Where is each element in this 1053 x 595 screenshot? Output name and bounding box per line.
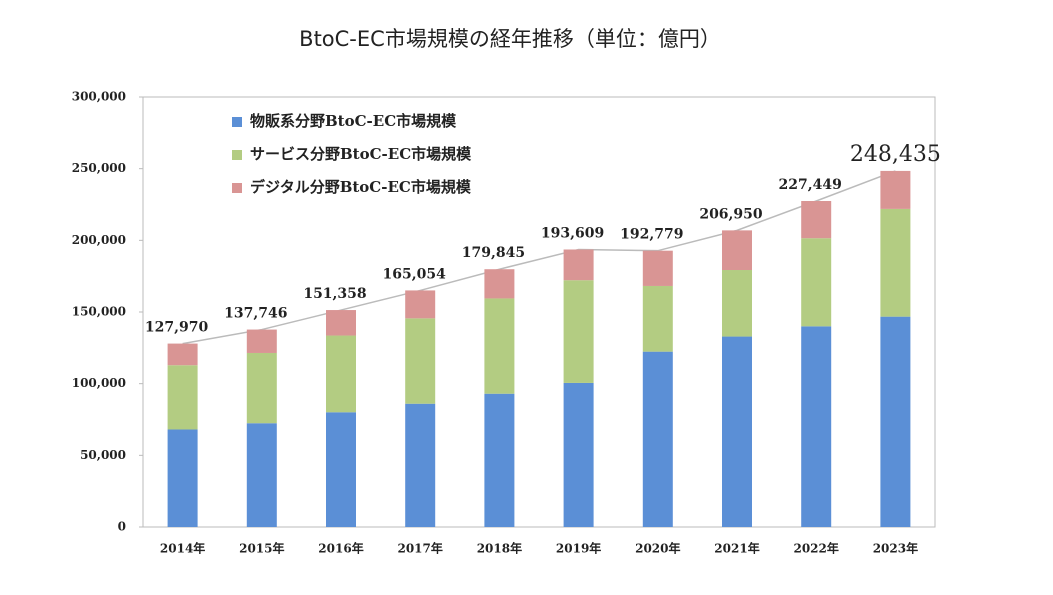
total-label: 248,435 <box>850 142 941 167</box>
x-tick-label: 2020年 <box>635 541 680 556</box>
total-label: 193,609 <box>541 225 604 241</box>
total-label: 127,970 <box>145 320 209 336</box>
bar-segment <box>326 335 356 413</box>
bar-segment <box>801 326 832 527</box>
bar-segment <box>563 249 594 281</box>
bar-segment <box>722 336 752 527</box>
bar-segment <box>405 318 436 404</box>
x-tick-label: 2014年 <box>160 541 205 556</box>
bar-segment <box>167 365 198 430</box>
legend-swatch <box>232 150 242 160</box>
total-label: 179,845 <box>462 245 525 261</box>
total-label: 165,054 <box>383 266 447 282</box>
y-tick-label: 150,000 <box>72 305 126 319</box>
bar-segment <box>167 343 198 366</box>
bar-segment <box>563 382 594 527</box>
y-tick-label: 100,000 <box>72 376 126 390</box>
x-tick-label: 2015年 <box>239 541 284 556</box>
legend-label: サービス分野BtoC-EC市場規模 <box>250 145 472 163</box>
bar-segment <box>326 412 356 527</box>
legend-label: 物販系分野BtoC-EC市場規模 <box>250 112 457 130</box>
x-tick-label: 2022年 <box>793 541 838 556</box>
legend-label: デジタル分野BtoC-EC市場規模 <box>250 178 472 196</box>
bar-segment <box>722 230 752 271</box>
x-tick-label: 2019年 <box>556 541 601 556</box>
bar-segment <box>405 290 436 319</box>
x-tick-label: 2021年 <box>714 541 759 556</box>
y-tick-label: 300,000 <box>72 90 126 104</box>
x-tick-label: 2017年 <box>397 541 442 556</box>
total-label: 206,950 <box>699 206 763 222</box>
bar-segment <box>880 208 911 317</box>
total-line <box>182 170 896 345</box>
y-tick-label: 50,000 <box>80 448 126 462</box>
bar-segment <box>484 393 515 527</box>
bar-segment <box>642 250 673 286</box>
bar-segment <box>801 238 832 327</box>
x-tick-label: 2018年 <box>477 541 522 556</box>
y-tick-label: 0 <box>118 520 126 534</box>
bar-segment <box>880 316 911 527</box>
y-tick-label: 250,000 <box>72 161 126 175</box>
bar-segment <box>722 270 752 337</box>
bar-segment <box>642 285 673 352</box>
bar-segment <box>405 403 436 527</box>
bar-segment <box>880 170 911 209</box>
legend-swatch <box>232 183 242 193</box>
bar-segment <box>642 351 673 527</box>
total-label: 227,449 <box>779 177 842 193</box>
x-tick-label: 2023年 <box>873 541 918 556</box>
legend-swatch <box>232 117 242 127</box>
bar-segment <box>246 329 277 353</box>
bar-segment <box>563 280 594 383</box>
chart-title: BtoC-EC市場規模の経年推移（単位：億円） <box>299 27 721 51</box>
total-label: 137,746 <box>224 306 287 322</box>
x-tick-label: 2016年 <box>318 541 363 556</box>
bar-segment <box>484 269 515 299</box>
y-tick-label: 200,000 <box>72 233 126 247</box>
bar-segment <box>484 298 515 394</box>
bar-segment <box>246 352 277 424</box>
bar-segment <box>167 429 198 527</box>
bar-segment <box>326 310 356 336</box>
total-label: 151,358 <box>303 286 366 302</box>
total-label: 192,779 <box>620 227 683 243</box>
bar-segment <box>801 200 832 239</box>
bar-segment <box>246 423 277 527</box>
